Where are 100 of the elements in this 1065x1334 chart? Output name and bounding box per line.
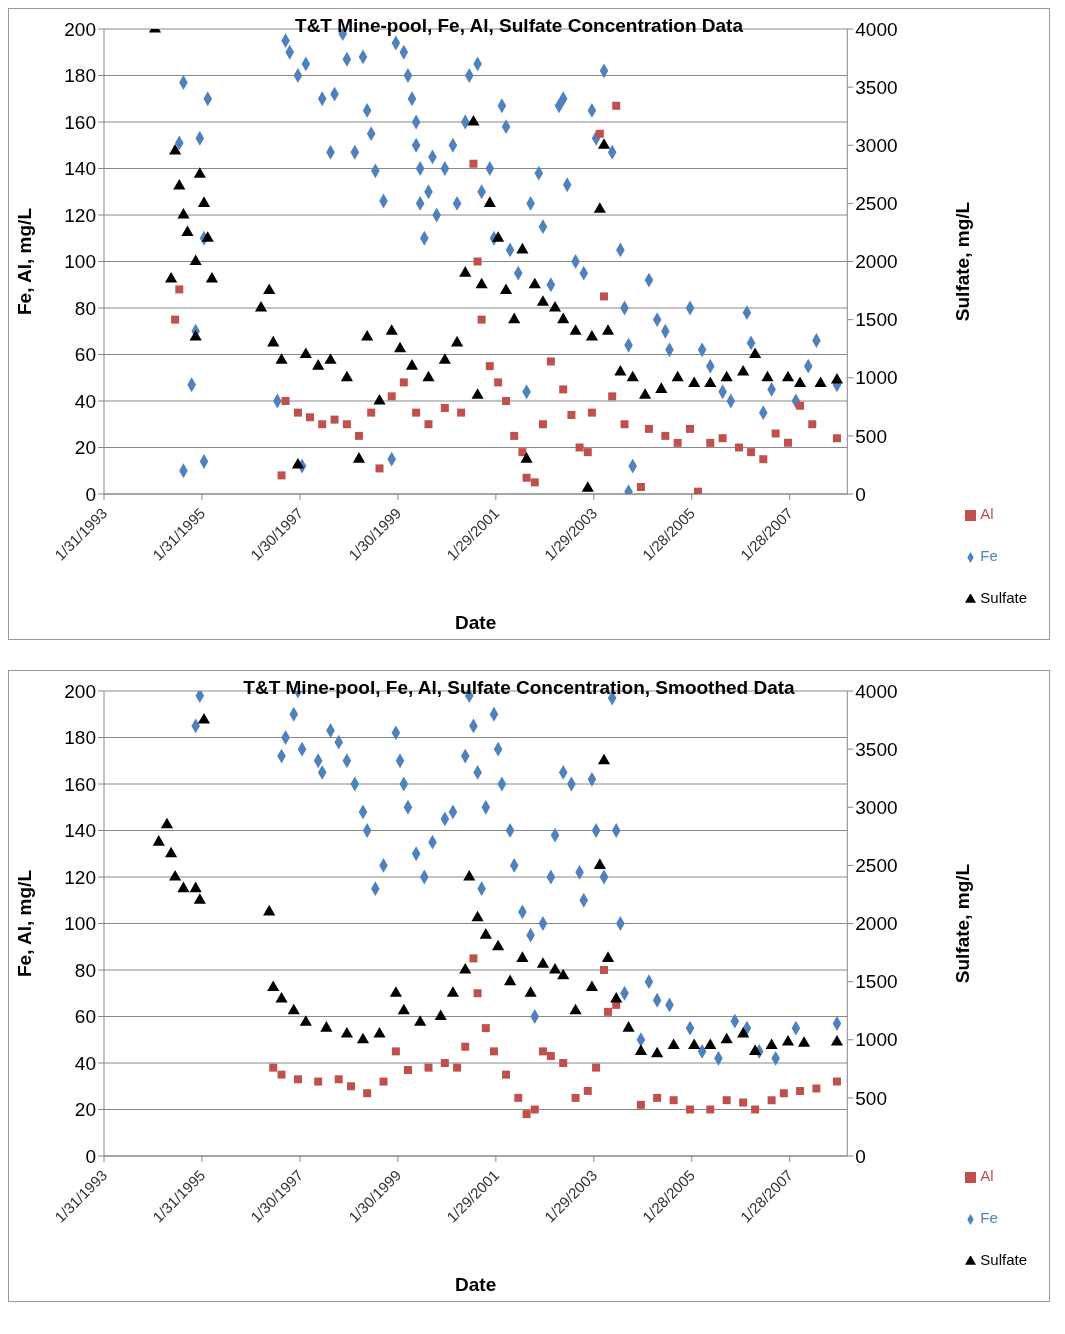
legend-label: Al bbox=[980, 1167, 994, 1184]
point bbox=[197, 713, 211, 724]
point bbox=[832, 434, 841, 443]
point bbox=[330, 415, 339, 424]
y-axis-title: Fe, Al, mg/L bbox=[13, 869, 35, 977]
y-tick-label: 120 bbox=[64, 204, 96, 226]
point bbox=[440, 403, 449, 412]
point bbox=[592, 1063, 601, 1072]
point bbox=[536, 957, 550, 968]
point bbox=[293, 1075, 302, 1084]
y2-tick-label: 1500 bbox=[855, 971, 898, 993]
point bbox=[424, 1063, 433, 1072]
point bbox=[735, 443, 743, 452]
point bbox=[516, 951, 529, 962]
point bbox=[165, 846, 178, 858]
y2-tick-label: 0 bbox=[855, 483, 866, 505]
point bbox=[612, 101, 621, 110]
point bbox=[751, 1105, 760, 1114]
point bbox=[514, 1093, 523, 1102]
point bbox=[469, 954, 478, 963]
point bbox=[669, 1096, 678, 1105]
point bbox=[597, 753, 611, 765]
point bbox=[502, 1070, 511, 1079]
y-axis-title: Fe, Al, mg/L bbox=[13, 207, 35, 315]
point bbox=[387, 392, 396, 401]
point bbox=[538, 1047, 547, 1056]
point bbox=[193, 893, 206, 904]
point bbox=[481, 1024, 490, 1033]
point bbox=[502, 397, 511, 405]
y-tick-label: 180 bbox=[64, 65, 96, 87]
point bbox=[530, 478, 539, 487]
point bbox=[347, 1082, 356, 1091]
y2-tick-label: 1000 bbox=[855, 1029, 898, 1051]
point bbox=[424, 420, 433, 429]
legend-label: Sulfate bbox=[980, 1251, 1027, 1268]
point bbox=[171, 315, 180, 324]
y2-tick-label: 0 bbox=[855, 1145, 866, 1167]
x-axis-title: Date bbox=[455, 612, 497, 633]
point bbox=[469, 159, 478, 168]
point bbox=[557, 968, 570, 980]
point bbox=[503, 974, 517, 986]
point bbox=[720, 1032, 733, 1044]
y2-tick-label: 3500 bbox=[855, 738, 898, 760]
point bbox=[571, 1093, 580, 1102]
point bbox=[299, 1015, 312, 1026]
point bbox=[686, 424, 695, 433]
point bbox=[771, 429, 780, 438]
point bbox=[583, 448, 592, 457]
y2-axis-title: Sulfate, mg/L bbox=[952, 201, 974, 322]
y2-tick-label: 1500 bbox=[855, 309, 898, 331]
point bbox=[546, 357, 555, 366]
y2-tick-label: 4000 bbox=[855, 18, 898, 40]
point bbox=[340, 1026, 353, 1038]
point bbox=[275, 992, 288, 1003]
point bbox=[832, 1077, 841, 1086]
x-axis-title: Date bbox=[455, 1274, 497, 1295]
point bbox=[559, 385, 568, 394]
point bbox=[175, 285, 184, 294]
point bbox=[749, 1044, 762, 1055]
point bbox=[759, 455, 768, 464]
point bbox=[575, 443, 584, 452]
point bbox=[595, 129, 604, 138]
point bbox=[412, 408, 421, 417]
point bbox=[492, 939, 505, 951]
y-tick-label: 100 bbox=[64, 251, 96, 273]
y-tick-label: 40 bbox=[74, 390, 96, 412]
point bbox=[152, 835, 165, 846]
point bbox=[686, 1105, 695, 1114]
point bbox=[798, 1036, 811, 1047]
point bbox=[160, 817, 174, 829]
point bbox=[688, 1038, 701, 1050]
point bbox=[767, 1096, 776, 1105]
y-tick-label: 0 bbox=[85, 483, 96, 505]
point bbox=[604, 1007, 613, 1016]
point bbox=[277, 1070, 286, 1079]
chart-title: T&T Mine-pool, Fe, Al, Sulfate Concentration, Smoothed Data bbox=[243, 677, 795, 698]
y-tick-label: 200 bbox=[64, 680, 96, 702]
point bbox=[267, 980, 280, 991]
point bbox=[277, 471, 286, 480]
point bbox=[453, 1063, 462, 1072]
point bbox=[434, 1009, 447, 1021]
point bbox=[667, 1038, 680, 1050]
point bbox=[440, 1059, 449, 1067]
y-tick-label: 40 bbox=[74, 1052, 96, 1074]
point bbox=[524, 986, 537, 997]
point bbox=[530, 1105, 539, 1114]
point bbox=[722, 1096, 731, 1105]
point bbox=[375, 464, 384, 473]
point bbox=[281, 397, 290, 405]
y2-tick-label: 2000 bbox=[855, 913, 898, 935]
point bbox=[546, 1052, 555, 1061]
point bbox=[318, 420, 327, 429]
point bbox=[463, 869, 476, 881]
point bbox=[739, 1098, 748, 1107]
point bbox=[636, 1100, 645, 1109]
legend-label: Fe bbox=[980, 1209, 998, 1226]
point bbox=[414, 1015, 427, 1026]
y2-tick-label: 500 bbox=[855, 425, 887, 447]
point bbox=[830, 1035, 844, 1046]
y-tick-label: 120 bbox=[64, 866, 96, 888]
